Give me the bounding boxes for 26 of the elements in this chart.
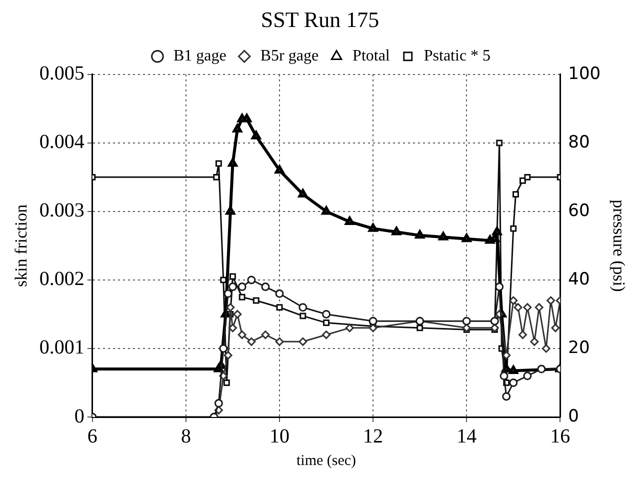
y-tick-label: 0.004 [39,131,84,154]
y2-tick-label: 80 [568,132,590,152]
legend-label: Pstatic * 5 [424,48,491,65]
y-tick-label: 0.002 [39,268,84,290]
y2-tick-label: 40 [568,269,590,290]
y2-tick-label: 100 [568,64,601,84]
x-axis-title: time (sec) [296,452,356,469]
y-tick-label: 0.003 [39,200,84,222]
x-tick-label: 8 [180,425,191,448]
legend-label: B1 gage [173,48,226,65]
y-tick-label: 0.005 [39,62,84,85]
chart-title: SST Run 175 [260,6,380,32]
y-tick-label: 0.001 [39,336,84,359]
y-tick-label: 0 [74,405,84,428]
x-tick-label: 12 [363,425,384,448]
x-tick-label: 10 [270,425,290,448]
x-tick-label: 6 [87,425,98,448]
x-tick-label: 16 [550,425,570,448]
y2-tick-label: 0 [568,406,579,426]
y2-tick-label: 60 [568,200,590,221]
x-tick-label: 14 [456,425,477,448]
y2-tick-label: 20 [568,338,590,358]
y-axis-title: skin friction [12,204,31,288]
legend-label: Ptotal [352,48,390,65]
legend-label: B5r gage [260,48,319,65]
y2-axis-title: pressure (psi) [609,200,628,292]
